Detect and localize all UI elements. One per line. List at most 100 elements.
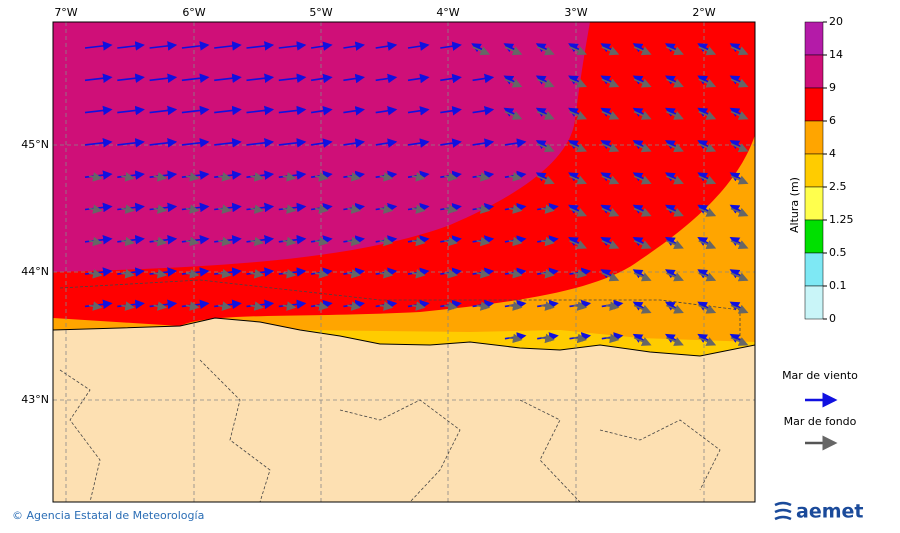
arrow (633, 272, 652, 282)
arrow (214, 41, 242, 51)
lon-label: 3°W (564, 6, 587, 19)
arrow (250, 204, 265, 214)
arrow (601, 207, 620, 217)
lon-label: 2°W (692, 6, 715, 19)
arrow (310, 106, 333, 116)
arrow (407, 73, 430, 84)
arrow (88, 269, 103, 279)
arrow (504, 138, 527, 148)
colorbar-segment (804, 21, 824, 56)
arrow (601, 110, 620, 120)
arrow (666, 78, 684, 88)
colorbar-title: Altura (m) (788, 177, 801, 233)
arrow (84, 138, 113, 148)
colorbar: 20 14 9 6 4 2.5 1.25 0.5 0.1 0 (804, 15, 854, 325)
arrow (84, 73, 113, 83)
arrow (633, 46, 652, 56)
arrow (250, 301, 265, 311)
arrow (472, 138, 495, 148)
arrow (601, 143, 620, 153)
arrow (218, 301, 232, 311)
arrow (379, 301, 394, 311)
arrow (343, 73, 365, 84)
arrow (698, 240, 717, 249)
arrow (117, 105, 145, 116)
arrow (569, 240, 587, 249)
arrow (88, 172, 103, 182)
arrow (282, 172, 297, 182)
arrow (149, 105, 178, 116)
arrow (573, 301, 588, 311)
arrow (246, 41, 275, 51)
colorbar-label: 4 (829, 147, 836, 160)
arrow (536, 46, 555, 56)
arrow (440, 73, 462, 84)
arrow (508, 204, 523, 214)
map (53, 22, 755, 502)
arrow (601, 272, 620, 282)
arrow (246, 138, 275, 148)
lon-label: 6°W (182, 6, 205, 19)
logo-icon (774, 501, 792, 521)
arrow (121, 172, 135, 182)
arrow (541, 333, 555, 344)
map-frame (52, 21, 756, 503)
colorbar-label: 20 (829, 15, 843, 28)
arrow (698, 336, 717, 346)
arrow (282, 269, 297, 279)
arrow (472, 46, 491, 56)
arrow (314, 269, 329, 279)
arrow (153, 269, 168, 279)
arrow (730, 336, 749, 346)
arrow (601, 175, 620, 185)
arrow (508, 333, 523, 344)
lat-label: 43°N (21, 393, 49, 406)
arrow (185, 204, 200, 214)
arrow (573, 333, 588, 344)
arrow (84, 105, 113, 116)
arrow (407, 106, 430, 116)
colorbar-label: 0.1 (829, 279, 847, 292)
arrow (569, 78, 587, 88)
arrow (440, 106, 462, 116)
arrow (250, 172, 265, 182)
arrow (569, 110, 587, 120)
arrow (411, 269, 426, 279)
arrow (407, 41, 430, 51)
arrow (379, 204, 394, 214)
arrow (117, 73, 145, 83)
arrow (504, 46, 523, 56)
arrow (698, 207, 717, 217)
arrow (666, 175, 684, 185)
arrow (153, 301, 168, 311)
arrow (666, 143, 684, 153)
arrow (730, 46, 749, 56)
colorbar-segment (804, 252, 824, 287)
arrow (444, 204, 458, 214)
arrow (476, 172, 491, 182)
arrow (214, 73, 242, 83)
colorbar-label: 14 (829, 48, 843, 61)
arrow (121, 269, 135, 279)
arrow (246, 73, 275, 83)
arrow (310, 73, 333, 84)
arrow (605, 301, 620, 311)
arrow (633, 175, 652, 185)
arrow (730, 110, 749, 120)
colorbar-label: 6 (829, 114, 836, 127)
arrow (569, 46, 587, 56)
arrow (444, 236, 458, 247)
arrow (153, 172, 168, 182)
arrow (508, 172, 523, 182)
colorbar-segment (804, 219, 824, 254)
arrow (181, 73, 210, 83)
arrow (214, 138, 242, 148)
arrow (730, 175, 749, 185)
arrow (541, 236, 555, 247)
arrow (536, 143, 555, 153)
lon-label: 7°W (54, 6, 77, 19)
arrow (730, 143, 749, 153)
colorbar-segment (804, 285, 824, 320)
arrow (347, 204, 361, 214)
